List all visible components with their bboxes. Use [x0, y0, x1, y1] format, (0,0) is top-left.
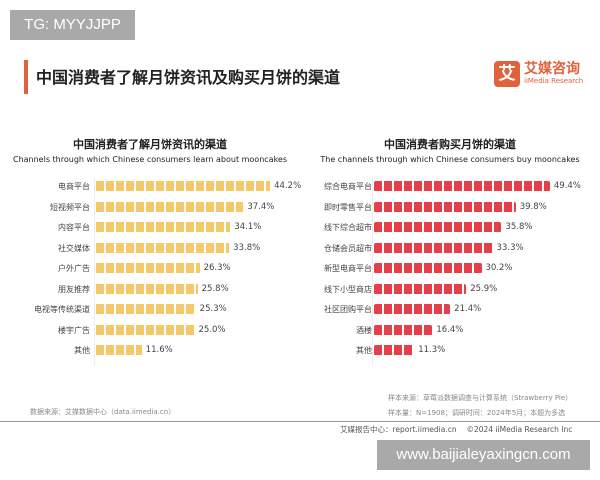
value-label: 11.3% [418, 345, 446, 355]
value-label: 25.0% [198, 324, 226, 335]
category-label: 即时零售平台 [324, 202, 372, 212]
value-label: 16.4% [436, 324, 464, 335]
value-label: 44.2% [274, 181, 302, 191]
data-source: 数据来源：艾媒数据中心（data.iimedia.cn） [30, 408, 176, 416]
category-label: 仓储会员超市 [324, 243, 372, 253]
value-label: 21.4% [454, 304, 482, 314]
chart-buy-channels: 中国消费者购买月饼的渠道 The channels through which … [300, 136, 600, 366]
category-label: 新型电商平台 [324, 264, 372, 273]
value-label: 25.9% [470, 283, 498, 294]
bar-row: 39.8% [374, 201, 547, 213]
bar-row: 11.3% [374, 344, 445, 356]
mooncake-bar [96, 324, 195, 335]
logo: 艾 艾媒咨询 iiMedia Research [494, 61, 583, 87]
bar-row: 44.2% [96, 180, 301, 192]
value-label: 39.8% [519, 201, 547, 212]
shopping-bag-bar [374, 345, 415, 355]
value-label: 25.3% [199, 304, 227, 314]
mooncake-bar [96, 222, 231, 232]
shopping-bag-bar [374, 201, 516, 212]
bar-row: 26.3% [96, 262, 231, 274]
value-label: 37.4% [247, 201, 275, 212]
logo-en: iiMedia Research [524, 77, 584, 85]
bar-row: 25.0% [96, 324, 226, 336]
bar-row: 49.4% [374, 180, 581, 192]
shopping-bag-bar [374, 324, 433, 335]
chart-title: 中国消费者了解月饼资讯的渠道 [73, 138, 227, 151]
category-label: 酒楼 [356, 325, 372, 335]
axis-line [94, 178, 95, 366]
value-label: 25.8% [201, 283, 229, 294]
value-label: 49.4% [553, 181, 581, 191]
watermark-bottom: www.baijialeyaxingcn.com [377, 440, 590, 470]
mooncake-bar [96, 345, 142, 355]
bar-row: 25.8% [96, 283, 229, 295]
logo-mark: 艾 [494, 61, 520, 87]
shopping-bag-bar [374, 283, 467, 294]
bar-row: 25.3% [96, 303, 227, 315]
logo-cn: 艾媒咨询 [524, 61, 580, 77]
category-label: 楼宇广告 [58, 325, 90, 335]
value-label: 26.3% [203, 263, 231, 273]
bar-row: 21.4% [374, 303, 481, 315]
chart-subtitle: Channels through which Chinese consumers… [12, 155, 288, 164]
bar-row: 33.8% [96, 242, 260, 254]
sample-info: 样本量：N=1908；调研时间：2024年5月；本题为多选 [388, 409, 566, 417]
bar-row: 34.1% [96, 221, 261, 233]
value-label: 35.8% [505, 222, 533, 232]
mooncake-bar [96, 201, 244, 212]
category-label: 线下小型商店 [324, 284, 372, 294]
category-label: 电视等传统渠道 [34, 305, 90, 314]
category-label: 社区团购平台 [324, 305, 372, 314]
shopping-bag-bar [374, 242, 493, 253]
bar-row: 25.9% [374, 283, 497, 295]
watermark-top: TG: MYYJJPP [10, 10, 135, 40]
sample-source: 样本来源：草莓派数据调查与计算系统（Strawberry Pie） [388, 394, 573, 402]
shopping-bag-bar [374, 263, 482, 273]
bar-row: 30.2% [374, 262, 513, 274]
shopping-bag-bar [374, 181, 550, 191]
category-label: 短视频平台 [50, 202, 90, 212]
chart-learn-channels: 中国消费者了解月饼资讯的渠道 Channels through which Ch… [0, 136, 301, 366]
category-label: 内容平台 [58, 223, 90, 232]
mooncake-bar [96, 263, 200, 273]
bar-row: 33.3% [374, 242, 524, 254]
shopping-bag-bar [374, 304, 451, 314]
axis-line [372, 178, 373, 366]
category-label: 线下综合超市 [324, 223, 372, 232]
mooncake-bar [96, 304, 196, 314]
bar-row: 35.8% [374, 221, 532, 233]
category-label: 电商平台 [58, 182, 90, 191]
footer-divider [0, 421, 600, 422]
bar-row: 16.4% [374, 324, 463, 336]
value-label: 33.8% [233, 242, 261, 253]
value-label: 34.1% [234, 222, 262, 232]
shopping-bag-bar [374, 222, 502, 232]
category-label: 户外广告 [58, 264, 90, 273]
title-accent-bar [24, 60, 28, 94]
value-label: 33.3% [496, 242, 524, 253]
page-title: 中国消费者了解月饼资讯及购买月饼的渠道 [36, 68, 341, 87]
mooncake-bar [96, 181, 271, 191]
footer-text: 艾媒报告中心：report.iimedia.cn ©2024 iiMedia R… [340, 425, 573, 434]
bar-row: 37.4% [96, 201, 274, 213]
chart-subtitle: The channels through which Chinese consu… [320, 155, 580, 164]
mooncake-bar [96, 242, 230, 253]
category-label: 朋友推荐 [58, 284, 90, 294]
category-label: 其他 [74, 346, 90, 355]
category-label: 社交媒体 [58, 243, 90, 253]
value-label: 30.2% [485, 263, 513, 273]
mooncake-bar [96, 283, 198, 294]
value-label: 11.6% [145, 345, 173, 355]
chart-title: 中国消费者购买月饼的渠道 [384, 138, 516, 151]
category-label: 综合电商平台 [324, 182, 372, 191]
category-label: 其他 [356, 346, 372, 355]
bar-row: 11.6% [96, 344, 173, 356]
